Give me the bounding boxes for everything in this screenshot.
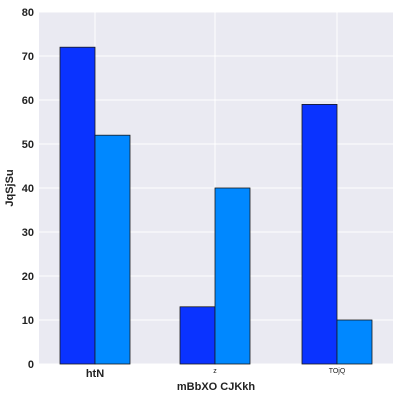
y-axis-title: JqSjSu (4, 169, 16, 206)
x-axis-title: mBbXO CJKkh (177, 381, 256, 393)
y-tick-label: 50 (22, 139, 34, 151)
y-tick-label: 40 (22, 183, 34, 195)
x-tick-label: htN (86, 368, 104, 380)
y-tick-label: 70 (22, 51, 34, 63)
bar-series-1-z (179, 306, 216, 365)
y-tick-labels: 0 10 20 30 40 50 60 70 80 (22, 7, 34, 371)
bar-series-2-z (214, 187, 251, 365)
bar-series-1-htN (59, 46, 96, 365)
bar-series-2-TOjQ (336, 319, 373, 365)
x-tick-labels: htN z TOjQ (86, 368, 346, 380)
y-tick-label: 60 (22, 95, 34, 107)
y-tick-label: 80 (22, 7, 34, 19)
y-tick-label: 10 (22, 315, 34, 327)
bar-series-2-htN (94, 134, 131, 365)
y-tick-label: 0 (28, 359, 34, 371)
bar-series-1-TOjQ (301, 104, 338, 365)
y-tick-label: 20 (22, 271, 34, 283)
x-tick-label: TOjQ (329, 368, 346, 375)
y-tick-label: 30 (22, 227, 34, 239)
bars (59, 46, 373, 365)
x-tick-label: z (213, 368, 217, 375)
